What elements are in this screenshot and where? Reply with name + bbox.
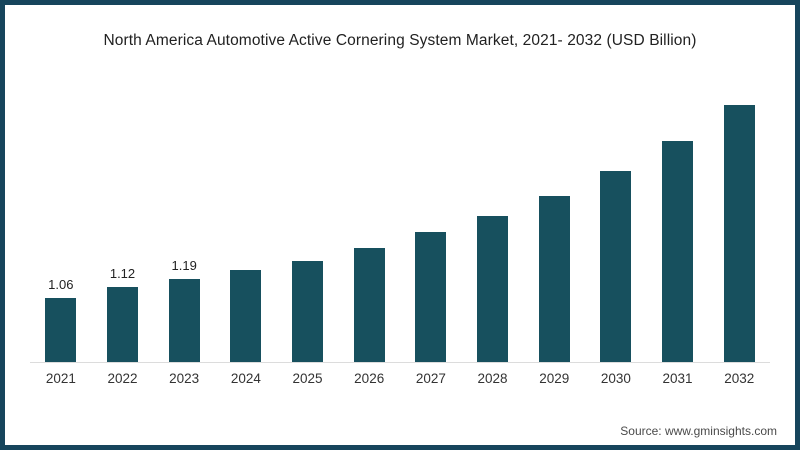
source-note: Source: www.gminsights.com xyxy=(620,424,777,438)
bar-column xyxy=(708,65,770,362)
plot-area: 1.06 1.12 1.19 xyxy=(30,65,770,362)
bar xyxy=(415,232,447,362)
x-axis-tick-label: 2025 xyxy=(292,371,323,386)
bar-column xyxy=(400,65,462,362)
x-axis-line xyxy=(30,362,770,363)
bar-value-label: 1.06 xyxy=(48,277,74,292)
x-axis-tick-label: 2021 xyxy=(45,371,76,386)
bar-column xyxy=(277,65,339,362)
bar-column xyxy=(523,65,585,362)
bar xyxy=(477,216,509,362)
x-axis-tick-label: 2032 xyxy=(724,371,755,386)
bar-column xyxy=(462,65,524,362)
bar-column: 1.06 xyxy=(30,65,92,362)
bar xyxy=(353,248,385,362)
bar-column xyxy=(338,65,400,362)
bar xyxy=(230,270,262,362)
x-axis-tick-label: 2031 xyxy=(662,371,693,386)
bar-column: 1.12 xyxy=(92,65,154,362)
x-axis-tick-label: 2028 xyxy=(477,371,508,386)
bar xyxy=(538,196,570,362)
chart-title: North America Automotive Active Cornerin… xyxy=(103,32,697,49)
x-axis-tick-label: 2026 xyxy=(354,371,385,386)
bar xyxy=(168,279,200,362)
bar xyxy=(662,141,694,362)
x-axis-labels: 2021 2022 2023 2024 2025 2026 2027 2028 2029 2030… xyxy=(30,371,770,386)
bar-column xyxy=(647,65,709,362)
bar xyxy=(107,287,138,362)
x-axis-tick-label: 2023 xyxy=(169,371,200,386)
bar-value-label: 1.19 xyxy=(171,258,197,273)
bar-column: 1.19 xyxy=(153,65,215,362)
x-axis-tick-label: 2029 xyxy=(539,371,570,386)
bar xyxy=(600,171,632,362)
bar xyxy=(292,261,324,362)
bar-value-label: 1.12 xyxy=(109,266,136,281)
bar-column xyxy=(585,65,647,362)
bar xyxy=(723,105,755,362)
x-axis-tick-label: 2024 xyxy=(230,371,261,386)
bar-column xyxy=(215,65,277,362)
x-axis-tick-label: 2022 xyxy=(107,371,138,386)
x-axis-tick-label: 2027 xyxy=(415,371,446,386)
bar xyxy=(45,298,77,362)
x-axis-tick-label: 2030 xyxy=(600,371,631,386)
